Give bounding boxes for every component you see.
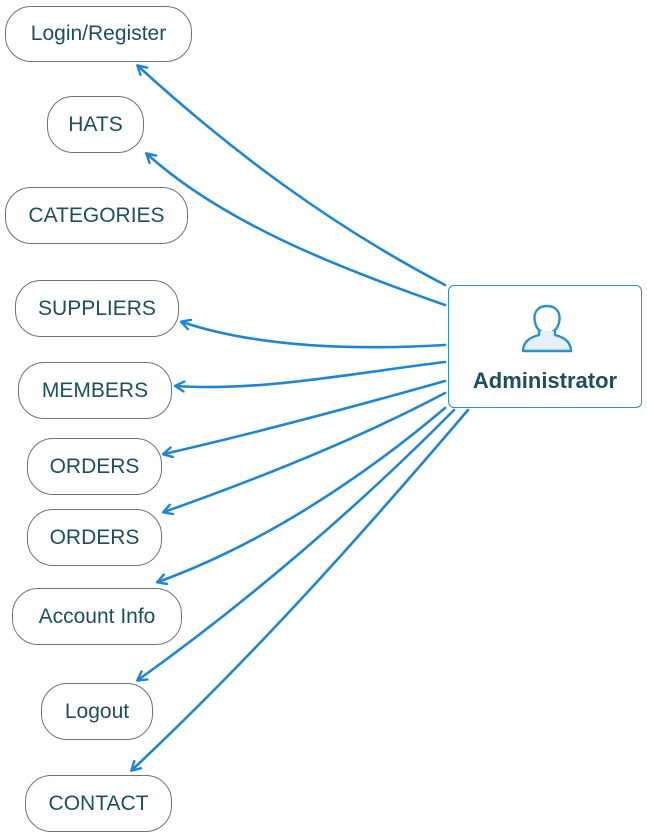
node-contact[interactable]: CONTACT — [25, 775, 172, 832]
user-icon — [521, 304, 573, 353]
node-label: SUPPLIERS — [38, 296, 156, 320]
arrow-to-members — [176, 360, 447, 387]
actor-administrator[interactable]: Administrator — [448, 285, 642, 408]
arrow-to-suppliers — [182, 322, 447, 349]
node-orders-2[interactable]: ORDERS — [27, 509, 162, 566]
node-login-register[interactable]: Login/Register — [5, 6, 192, 62]
node-logout[interactable]: Logout — [41, 683, 153, 740]
arrow-to-orders-2 — [164, 391, 447, 512]
node-label: ORDERS — [49, 454, 140, 478]
arrow-to-contact — [132, 408, 470, 770]
node-label: CATEGORIES — [28, 203, 165, 227]
arrow-to-hats — [147, 154, 447, 307]
arrow-to-account-info — [158, 406, 447, 582]
node-orders-1[interactable]: ORDERS — [27, 438, 162, 495]
arrow-to-login-register — [138, 66, 447, 287]
node-label: HATS — [68, 112, 123, 136]
node-label: CONTACT — [48, 791, 149, 815]
arrow-to-orders-1 — [164, 379, 447, 454]
arrow-to-logout — [138, 408, 456, 680]
node-label: ORDERS — [49, 525, 140, 549]
node-label: Logout — [64, 699, 130, 723]
actor-label: Administrator — [472, 368, 618, 393]
node-label: Login/Register — [30, 22, 167, 45]
node-account-info[interactable]: Account Info — [12, 588, 182, 645]
node-label: Account Info — [38, 604, 156, 628]
node-members[interactable]: MEMBERS — [18, 362, 172, 419]
node-label: MEMBERS — [41, 378, 149, 402]
node-suppliers[interactable]: SUPPLIERS — [15, 280, 179, 337]
node-hats[interactable]: HATS — [47, 96, 144, 153]
node-categories[interactable]: CATEGORIES — [5, 187, 188, 244]
